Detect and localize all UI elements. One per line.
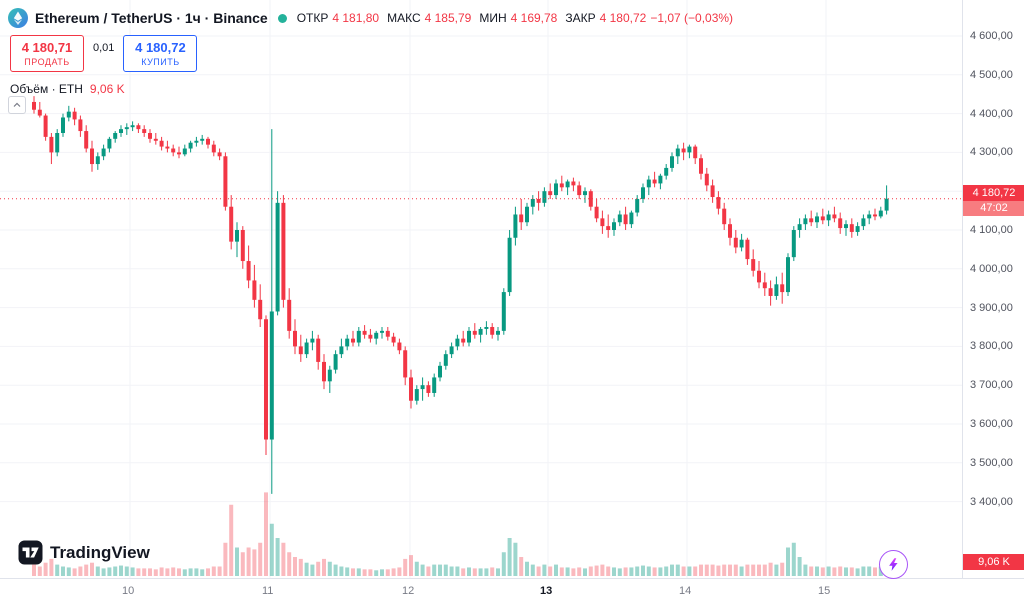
- time-axis-label: 13: [540, 585, 553, 597]
- price-axis-label: 4 300,00: [970, 146, 1013, 159]
- high-label: МАКС: [387, 11, 421, 25]
- market-status-icon: [277, 13, 287, 23]
- price-axis-label: 4 600,00: [970, 30, 1013, 42]
- price-axis-label: 3 500,00: [970, 456, 1013, 469]
- low-label: МИН: [479, 11, 507, 25]
- price-scale[interactable]: 4 180,72 47:02 9,06 K 4 600,00 4 500,00 4 …: [962, 0, 1024, 578]
- legend-row-symbol: Ethereum / TetherUS · 1ч · Binance ОТКР …: [8, 8, 733, 28]
- price-axis-label: 3 800,00: [970, 340, 1013, 353]
- ethereum-icon: [8, 8, 28, 28]
- chart-legend: Ethereum / TetherUS · 1ч · Binance ОТКР …: [8, 8, 733, 96]
- buy-button[interactable]: 4 180,72 КУПИТЬ: [123, 35, 198, 72]
- buy-label: КУПИТЬ: [141, 57, 180, 67]
- price-axis-label: 4 400,00: [970, 107, 1013, 120]
- collapse-legend-button[interactable]: [8, 96, 26, 114]
- spread-value: 0,01: [93, 42, 115, 54]
- time-axis-label: 14: [679, 585, 692, 597]
- time-axis-label: 12: [402, 585, 415, 597]
- high-value: 4 185,79: [424, 11, 472, 25]
- time-axis-label: 15: [818, 585, 831, 597]
- chart-area[interactable]: [0, 0, 962, 578]
- price-axis-label: 4 000,00: [970, 262, 1013, 275]
- close-value: 4 180,72: [599, 11, 647, 25]
- close-label: ЗАКР: [565, 11, 596, 25]
- time-scale[interactable]: 10 11 12 13 14 15: [0, 578, 1024, 604]
- volume-axis-badge: 9,06 K: [963, 554, 1024, 570]
- time-axis-label: 11: [262, 585, 274, 597]
- last-price-badge: 4 180,72 47:02: [963, 184, 1024, 216]
- volume-label: Объём · ETH: [10, 82, 83, 96]
- tradingview-logo-icon: [18, 540, 43, 565]
- price-axis-label: 4 500,00: [970, 68, 1013, 81]
- sell-price: 4 180,71: [21, 40, 73, 55]
- price-axis-label: 3 400,00: [970, 495, 1013, 508]
- price-axis-label: 3 700,00: [970, 379, 1013, 392]
- tradingview-logo[interactable]: TradingView: [18, 540, 150, 565]
- buy-price: 4 180,72: [135, 40, 186, 55]
- price-axis-label: 3 900,00: [970, 301, 1013, 314]
- symbol-title[interactable]: Ethereum / TetherUS · 1ч · Binance: [35, 10, 268, 26]
- price-axis-label: 4 100,00: [970, 224, 1013, 236]
- low-value: 4 169,78: [510, 11, 558, 25]
- trade-buttons: 4 180,71 ПРОДАТЬ 0,01 4 180,72 КУПИТЬ: [10, 35, 733, 72]
- change-value: −1,07 (−0,03%): [650, 11, 734, 25]
- tradingview-logo-text: TradingView: [50, 542, 150, 562]
- boost-button[interactable]: [879, 550, 908, 579]
- bar-countdown: 47:02: [963, 200, 1024, 216]
- sell-label: ПРОДАТЬ: [24, 57, 70, 67]
- price-axis-label: 3 600,00: [970, 418, 1013, 430]
- open-label: ОТКР: [296, 11, 329, 25]
- volume-value: 9,06 K: [89, 82, 125, 96]
- chevron-up-icon: [13, 102, 21, 107]
- candlestick-chart: [0, 0, 962, 578]
- open-value: 4 181,80: [332, 11, 380, 25]
- lightning-icon: [889, 558, 898, 571]
- time-axis-label: 10: [122, 585, 135, 597]
- sell-button[interactable]: 4 180,71 ПРОДАТЬ: [10, 35, 84, 72]
- legend-row-volume: Объём · ETH 9,06 K: [10, 82, 733, 96]
- last-price-value: 4 180,72: [963, 184, 1024, 201]
